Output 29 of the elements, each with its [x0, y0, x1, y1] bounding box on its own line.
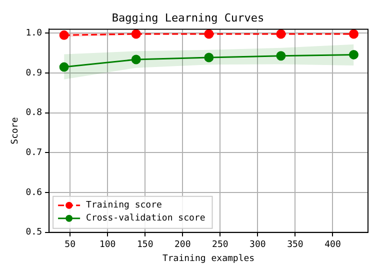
- x-tick-label: 50: [64, 240, 76, 250]
- y-tick-label: 1.0: [26, 28, 42, 39]
- point: [131, 54, 141, 64]
- point: [59, 62, 69, 72]
- x-tick-label: 300: [250, 240, 266, 250]
- y-tick-label: 0.9: [26, 68, 42, 78]
- chart-title: Bagging Learning Curves: [112, 11, 264, 24]
- x-tick-label: 150: [136, 240, 154, 250]
- point: [348, 29, 358, 39]
- legend-label: Training score: [86, 200, 162, 211]
- point: [131, 29, 141, 39]
- x-tick-label: 250: [212, 240, 228, 250]
- point: [348, 50, 358, 60]
- y-tick-label: 0.5: [26, 228, 42, 238]
- point: [204, 29, 214, 39]
- point: [204, 52, 214, 62]
- point: [276, 51, 286, 61]
- y-axis-title: Score: [10, 117, 21, 144]
- x-tick-label: 400: [324, 240, 341, 250]
- point: [59, 30, 69, 40]
- x-tick-label: 100: [99, 240, 116, 250]
- y-tick-label: 0.7: [26, 148, 42, 158]
- y-tick-label: 0.8: [26, 108, 42, 118]
- x-tick-label: 350: [287, 240, 304, 250]
- x-tick-label: 200: [174, 240, 191, 250]
- point: [276, 29, 286, 39]
- y-tick-label: 0.6: [26, 188, 42, 198]
- x-axis-title: Training examples: [162, 254, 255, 264]
- legend-label: Cross-validation score: [86, 214, 206, 224]
